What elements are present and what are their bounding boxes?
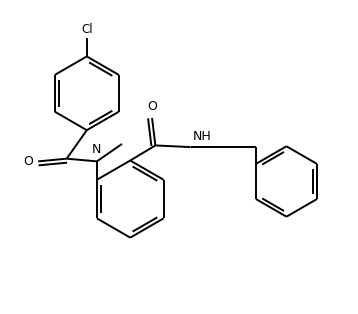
- Text: N: N: [92, 143, 102, 156]
- Text: O: O: [23, 155, 33, 168]
- Text: NH: NH: [192, 130, 211, 143]
- Text: O: O: [147, 100, 157, 113]
- Text: Cl: Cl: [81, 23, 93, 35]
